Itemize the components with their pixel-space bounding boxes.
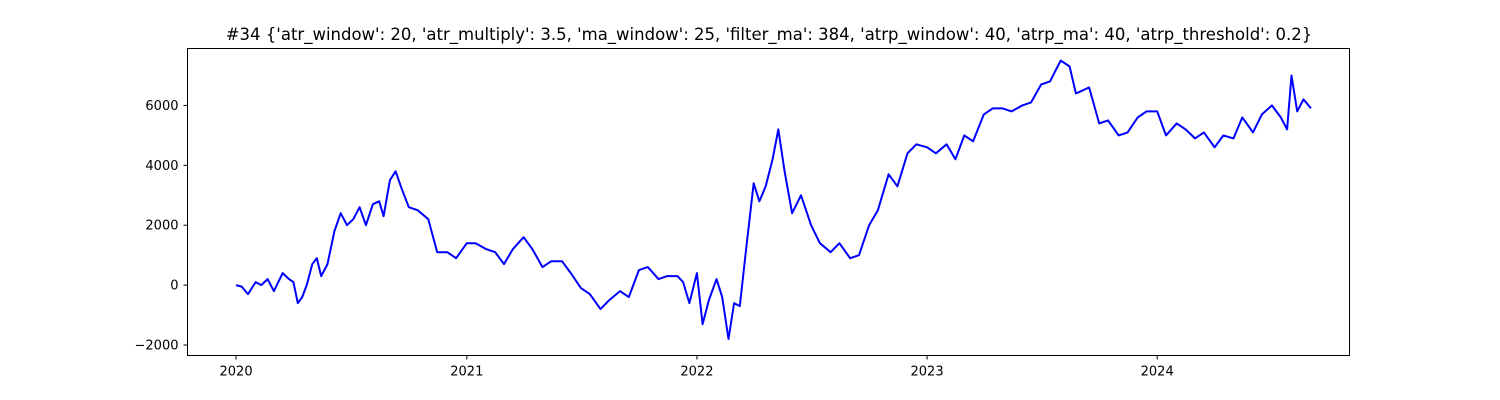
y-tick-label: 6000 bbox=[145, 99, 178, 114]
series-layer bbox=[235, 59, 1312, 340]
axis-ticks: −2000 0 2000 4000 6000 2020 2021 2022 2023 2024 bbox=[135, 99, 1174, 380]
y-tick-label: 4000 bbox=[145, 159, 178, 174]
y-tick-label: 0 bbox=[170, 279, 178, 294]
x-tick-label: 2022 bbox=[680, 365, 713, 380]
plot-frame bbox=[187, 48, 1350, 356]
y-tick-label: −2000 bbox=[135, 339, 179, 354]
x-tick-label: 2023 bbox=[911, 365, 944, 380]
x-tick-label: 2021 bbox=[450, 365, 483, 380]
series-line bbox=[235, 59, 1312, 340]
chart-title: #34 {'atr_window': 20, 'atr_multiply': 3… bbox=[226, 25, 1313, 45]
y-tick-label: 2000 bbox=[145, 219, 178, 234]
x-tick-label: 2020 bbox=[220, 365, 253, 380]
x-tick-label: 2024 bbox=[1141, 365, 1174, 380]
